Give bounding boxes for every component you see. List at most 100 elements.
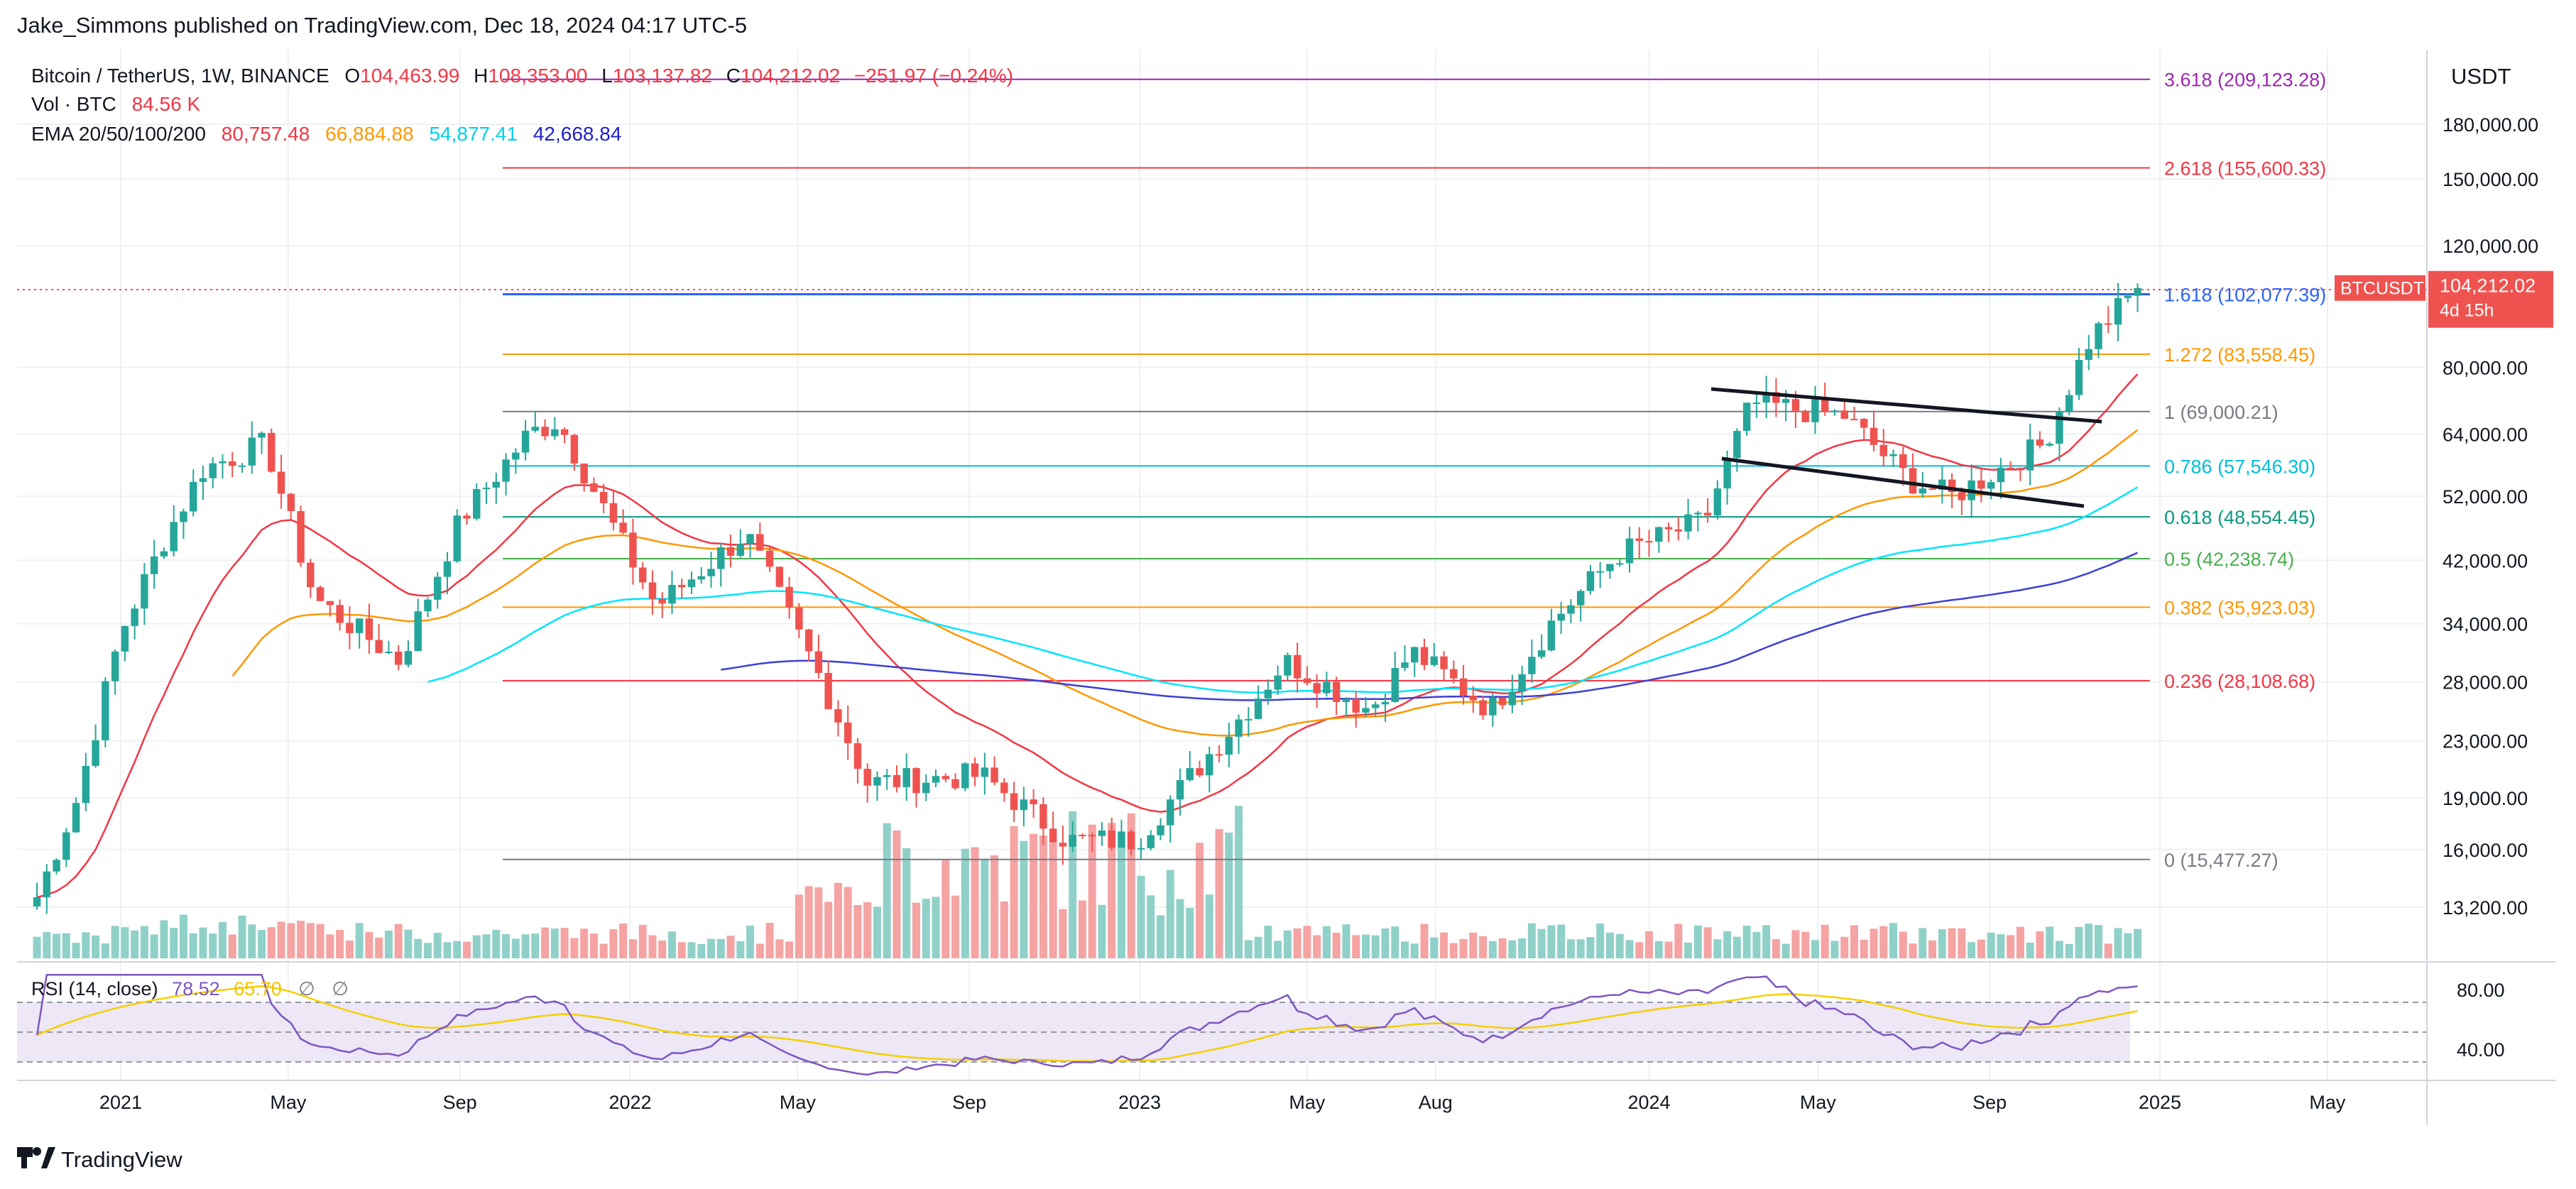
candle-body[interactable] (707, 569, 715, 576)
candle-body[interactable] (121, 625, 129, 652)
candle-body[interactable] (180, 511, 187, 522)
candle-body[interactable] (1069, 835, 1076, 847)
candle-body[interactable] (1225, 736, 1233, 755)
candle-body[interactable] (648, 582, 657, 599)
upper-trendline[interactable] (1710, 387, 2102, 424)
candle-body[interactable] (1264, 689, 1272, 699)
candle-body[interactable] (287, 493, 295, 512)
candle-body[interactable] (1684, 514, 1692, 532)
candle-body[interactable] (609, 503, 618, 523)
candle-body[interactable] (1108, 830, 1115, 848)
candle-body[interactable] (1118, 831, 1125, 848)
candle-body[interactable] (473, 488, 481, 519)
candle-body[interactable] (1147, 835, 1155, 848)
candle-body[interactable] (512, 452, 520, 460)
candle-body[interactable] (1801, 410, 1809, 422)
candle-body[interactable] (1791, 399, 1800, 411)
candle-body[interactable] (1352, 698, 1360, 713)
candle-body[interactable] (199, 478, 207, 482)
candle-body[interactable] (629, 532, 637, 568)
candle-body[interactable] (1498, 697, 1507, 706)
symbol-title[interactable]: Bitcoin / TetherUS, 1W, BINANCE (31, 65, 329, 87)
candle-body[interactable] (111, 651, 119, 681)
candle-body[interactable] (1167, 799, 1174, 826)
candle-body[interactable] (2036, 439, 2044, 446)
candle-body[interactable] (346, 623, 354, 633)
candle-body[interactable] (1000, 782, 1008, 794)
candle-body[interactable] (1635, 538, 1643, 542)
candle-body[interactable] (1440, 656, 1448, 669)
candle-body[interactable] (443, 561, 452, 577)
candle-body[interactable] (355, 618, 364, 633)
candle-body[interactable] (189, 481, 197, 512)
candle-body[interactable] (1323, 681, 1331, 694)
candle-body[interactable] (1958, 492, 1966, 500)
candle-body[interactable] (638, 567, 647, 583)
candle-body[interactable] (1762, 392, 1770, 403)
candle-body[interactable] (1059, 843, 1067, 847)
candle-body[interactable] (277, 471, 285, 494)
candle-body[interactable] (365, 618, 373, 640)
time-axis[interactable]: 2021 May Sep 2022 May Sep 2023 May Aug 2024 May Sep… (99, 1092, 2346, 1113)
candle-body[interactable] (668, 584, 676, 604)
candle-body[interactable] (316, 587, 324, 601)
candle-body[interactable] (541, 427, 549, 437)
candle-body[interactable] (2134, 287, 2141, 296)
candle-body[interactable] (1518, 674, 1526, 692)
candle-body[interactable] (570, 434, 579, 464)
candle-body[interactable] (1938, 479, 1946, 490)
candle-body[interactable] (326, 601, 334, 606)
candle-body[interactable] (2056, 411, 2063, 444)
candle-body[interactable] (463, 515, 471, 519)
candle-body[interactable] (1293, 654, 1301, 679)
candle-body[interactable] (814, 651, 823, 674)
candle-body[interactable] (1157, 825, 1164, 835)
candle-body[interactable] (1606, 564, 1614, 571)
candle-body[interactable] (219, 461, 227, 464)
candle-body[interactable] (1235, 719, 1243, 737)
candle-body[interactable] (492, 481, 501, 488)
candle-body[interactable] (248, 437, 256, 466)
candle-body[interactable] (307, 562, 315, 588)
candle-body[interactable] (1645, 541, 1653, 543)
candle-body[interactable] (1039, 804, 1047, 829)
candle-body[interactable] (1537, 650, 1546, 657)
candle-body[interactable] (736, 544, 745, 556)
candle-body[interactable] (2114, 297, 2122, 325)
candle-body[interactable] (1137, 848, 1145, 850)
candle-body[interactable] (844, 722, 852, 744)
candle-body[interactable] (1342, 698, 1350, 703)
candle-body[interactable] (1411, 647, 1419, 663)
candle-body[interactable] (1557, 613, 1565, 621)
candle-body[interactable] (1811, 399, 1819, 422)
candle-body[interactable] (453, 515, 461, 561)
candle-body[interactable] (1196, 768, 1204, 776)
candle-body[interactable] (580, 463, 588, 483)
candle-body[interactable] (92, 740, 99, 766)
candle-body[interactable] (102, 681, 109, 740)
candle-body[interactable] (590, 483, 598, 492)
candle-body[interactable] (1987, 482, 1995, 489)
candle-body[interactable] (1576, 591, 1585, 606)
candle-body[interactable] (551, 429, 559, 437)
candle-body[interactable] (1850, 419, 1858, 421)
candle-body[interactable] (1840, 410, 1848, 420)
fib-extension-tool[interactable]: 3.618 (209,123.28) 2.618 (155,600.33) 1.61… (503, 70, 2326, 871)
candle-body[interactable] (424, 599, 432, 612)
candle-body[interactable] (1723, 458, 1731, 489)
candle-body[interactable] (268, 432, 275, 472)
candle-body[interactable] (1313, 683, 1321, 694)
candle-body[interactable] (131, 608, 138, 626)
candle-body[interactable] (863, 769, 871, 786)
candle-body[interactable] (697, 576, 705, 580)
candle-body[interactable] (717, 547, 725, 569)
candle-body[interactable] (834, 709, 842, 723)
candle-body[interactable] (33, 897, 41, 906)
candle-body[interactable] (883, 774, 891, 777)
candle-body[interactable] (1625, 538, 1634, 564)
candle-body[interactable] (1176, 779, 1184, 800)
candle-body[interactable] (1098, 830, 1106, 836)
candle-body[interactable] (1948, 479, 1956, 493)
candle-body[interactable] (170, 522, 178, 552)
candle-body[interactable] (1742, 402, 1751, 432)
